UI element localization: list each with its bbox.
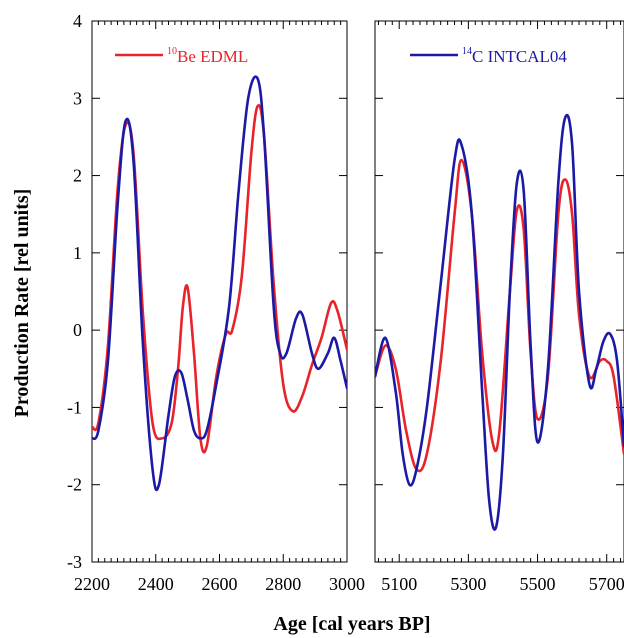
x-tick-label: 5300 <box>450 574 486 594</box>
y-axis-title: Production Rate [rel units] <box>11 189 33 418</box>
x-tick-label: 5700 <box>589 574 624 594</box>
plot-frame <box>374 20 624 563</box>
x-tick-label: 5100 <box>381 574 417 594</box>
y-tick-label: -2 <box>67 475 82 495</box>
plot-frame <box>91 20 348 563</box>
panel-left: 2200 2400 2600 2800 3000 -3 -2 -1 0 1 2 3 4 10Be EDML <box>67 11 365 594</box>
series-line-be <box>92 104 347 454</box>
x-tick-label: 2400 <box>138 574 174 594</box>
legend-label: 10Be EDML <box>167 46 248 66</box>
series-line-be <box>375 158 624 473</box>
y-tick-label: -3 <box>67 552 82 572</box>
x-tick-label: 2800 <box>265 574 301 594</box>
x-tick-label: 2200 <box>74 574 110 594</box>
y-tick-label: 4 <box>73 11 82 31</box>
y-tick-label: -1 <box>67 397 82 417</box>
y-tick-label: 0 <box>73 320 82 340</box>
legend-label: 14C INTCAL04 <box>462 46 567 66</box>
y-tick-label: 2 <box>73 166 82 186</box>
y-tick-label: 1 <box>73 243 82 263</box>
series-line-c14 <box>92 75 347 492</box>
x-axis-title: Age [cal years BP] <box>273 613 430 635</box>
series-line-c14 <box>375 113 624 531</box>
x-tick-label: 2600 <box>202 574 238 594</box>
x-tick-label: 3000 <box>329 574 365 594</box>
x-tick-label: 5500 <box>520 574 556 594</box>
panel-right: 5100 5300 5500 5700 14C INTCAL04 <box>374 20 624 594</box>
y-tick-label: 3 <box>73 88 82 108</box>
